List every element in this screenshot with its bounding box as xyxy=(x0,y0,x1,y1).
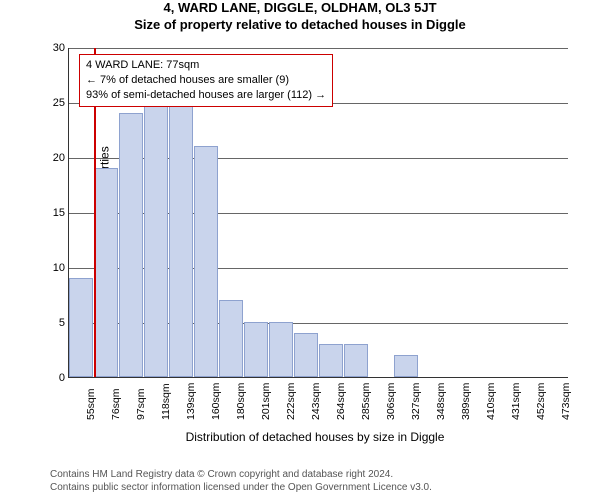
x-tick-label: 243sqm xyxy=(310,383,322,420)
bar xyxy=(69,278,93,377)
bar xyxy=(294,333,318,377)
y-tick-label: 0 xyxy=(59,372,69,384)
y-tick-label: 10 xyxy=(53,262,69,274)
x-tick-label: 285sqm xyxy=(360,383,372,420)
x-tick-label: 473sqm xyxy=(560,383,572,420)
x-axis-label: Distribution of detached houses by size … xyxy=(50,430,580,444)
x-tick-label: 97sqm xyxy=(135,388,147,420)
bar xyxy=(194,146,218,377)
y-tick-label: 30 xyxy=(53,42,69,54)
x-tick-label: 431sqm xyxy=(510,383,522,420)
x-tick-label: 76sqm xyxy=(110,388,122,420)
x-tick-label: 222sqm xyxy=(285,383,297,420)
info-box: 4 WARD LANE: 77sqm ← 7% of detached hous… xyxy=(79,54,333,107)
info-line-1: 4 WARD LANE: 77sqm xyxy=(86,58,326,73)
page-subtitle: Size of property relative to detached ho… xyxy=(0,17,600,32)
x-tick-label: 264sqm xyxy=(335,383,347,420)
bar xyxy=(169,102,193,377)
bar xyxy=(244,322,268,377)
bar xyxy=(94,168,118,377)
footer-attribution: Contains HM Land Registry data © Crown c… xyxy=(50,468,432,494)
footer-line-1: Contains HM Land Registry data © Crown c… xyxy=(50,468,432,481)
info-line-2: ← 7% of detached houses are smaller (9) xyxy=(86,73,326,88)
page-title: 4, WARD LANE, DIGGLE, OLDHAM, OL3 5JT xyxy=(0,0,600,15)
x-tick-label: 118sqm xyxy=(160,383,172,420)
x-tick-label: 348sqm xyxy=(435,383,447,420)
x-tick-label: 410sqm xyxy=(485,383,497,420)
bar xyxy=(319,344,343,377)
x-tick-label: 139sqm xyxy=(185,383,197,420)
x-tick-label: 180sqm xyxy=(235,383,247,420)
bar xyxy=(269,322,293,377)
y-tick-label: 5 xyxy=(59,317,69,329)
x-tick-label: 306sqm xyxy=(385,383,397,420)
bar xyxy=(219,300,243,377)
grid-line xyxy=(69,48,568,49)
x-tick-label: 55sqm xyxy=(85,388,97,420)
x-tick-label: 389sqm xyxy=(460,383,472,420)
plot-area: 051015202530 4 WARD LANE: 77sqm ← 7% of … xyxy=(68,48,568,378)
footer-line-2: Contains public sector information licen… xyxy=(50,481,432,494)
bar xyxy=(119,113,143,377)
x-tick-label: 327sqm xyxy=(410,383,422,420)
x-tick-label: 452sqm xyxy=(535,383,547,420)
info-line-3: 93% of semi-detached houses are larger (… xyxy=(86,88,326,103)
y-tick-label: 25 xyxy=(53,97,69,109)
x-tick-label: 160sqm xyxy=(210,383,222,420)
bar xyxy=(144,102,168,377)
bar xyxy=(344,344,368,377)
bar xyxy=(394,355,418,377)
y-tick-label: 15 xyxy=(53,207,69,219)
x-tick-label: 201sqm xyxy=(260,383,272,420)
y-tick-label: 20 xyxy=(53,152,69,164)
chart-container: Number of detached properties 0510152025… xyxy=(50,44,580,414)
